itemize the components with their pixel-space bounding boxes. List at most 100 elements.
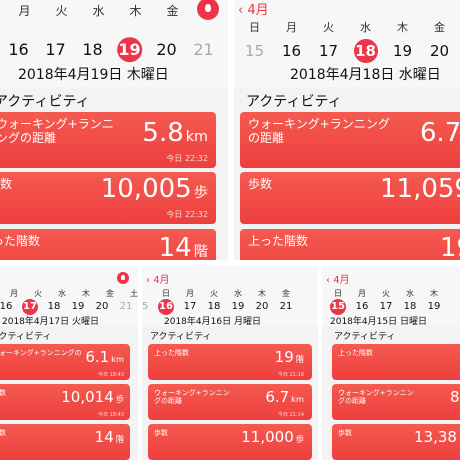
day-18[interactable]: 18 [47, 301, 61, 312]
weekday-row: 月 火 水 木 金 [6, 2, 191, 19]
weekday-label: 木 [82, 289, 90, 298]
day-16[interactable]: 16 [281, 42, 302, 60]
weekday-label: 金 [282, 289, 290, 298]
day-15[interactable]: 15 [142, 301, 149, 312]
steps-card[interactable]: 歩数 13,38 [332, 424, 460, 460]
distance-card[interactable]: ウォーキング+ランニングの距離 5.8 km 今日 22:32 [0, 112, 216, 168]
weekday-label: 金 [434, 21, 445, 34]
card-label: ウォーキング+ランニングの距離 [338, 389, 414, 406]
floors-card[interactable]: 上った階数 19 [240, 229, 460, 260]
section-title: アクティビティ [246, 94, 342, 110]
card-value: 13,38 [414, 428, 457, 446]
card-timestamp: 今日 22:32 [166, 210, 208, 219]
floors-card[interactable]: 上った階数 19 階 今日 21:16 [148, 344, 312, 380]
day-18[interactable]: 18 [207, 301, 221, 312]
day-19[interactable]: 19 [392, 42, 413, 60]
weekday-label: 水 [234, 289, 242, 298]
steps-card[interactable]: 歩数 11,000 歩 [148, 424, 312, 460]
card-label: 上った階数 [248, 234, 309, 248]
day-16[interactable]: 16 [0, 301, 13, 312]
weekday-label: 日 [249, 21, 260, 34]
floors-card[interactable]: 上った階数 14階 [0, 229, 216, 260]
card-value: 19 [440, 233, 460, 260]
day-21[interactable]: 21 [193, 40, 214, 59]
day-17[interactable]: 17 [45, 40, 66, 59]
card-label: 歩数 [338, 429, 352, 437]
card-timestamp: 今日 18:43 [98, 412, 124, 418]
back-button[interactable]: ‹ 4月 [146, 275, 170, 286]
day-row: 15 16 17 18 19 [326, 301, 446, 312]
floors-card[interactable]: 上った階数 [332, 344, 460, 380]
day-16[interactable]: 16 [355, 301, 369, 312]
day-18-selected[interactable]: 18 [347, 42, 384, 60]
card-value: 8 [450, 388, 460, 406]
weekday-row: 日 月 火 水 木 金 [154, 288, 298, 299]
card-value: 6.7 km [265, 388, 304, 406]
calendar-header [0, 266, 138, 326]
card-timestamp: 今日 22:32 [166, 154, 208, 163]
weekday-row: 日 月 火 水 木 金 [236, 19, 458, 35]
day-20[interactable]: 20 [255, 301, 269, 312]
card-label: 上った階数 [154, 349, 189, 357]
day-20[interactable]: 20 [95, 301, 109, 312]
day-17[interactable]: 17 [379, 301, 393, 312]
day-21[interactable]: 21 [119, 301, 133, 312]
day-21[interactable]: 21 [279, 301, 293, 312]
day-15-selected[interactable]: 15 [326, 301, 350, 312]
day-18[interactable]: 18 [403, 301, 417, 312]
profile-icon[interactable] [117, 272, 129, 284]
weekday-label: 火 [323, 21, 334, 34]
weekday-label: 日 [334, 289, 342, 298]
weekday-label: 木 [129, 4, 142, 18]
floors-card[interactable]: 階数 14階 [0, 424, 130, 460]
weekday-row: 月 火 水 木 金 土 [2, 288, 138, 299]
card-value: 10,005 歩 [100, 174, 208, 204]
card-timestamp: 今日 18:43 [98, 372, 124, 378]
steps-card[interactable]: 歩数 11,059 [240, 172, 460, 224]
section-title: アクティビティ [334, 332, 396, 342]
day-19[interactable]: 19 [71, 301, 85, 312]
distance-card[interactable]: ウォーキング+ランニングの距離 6.7 km 今日 21:14 [148, 384, 312, 420]
card-label: 歩数 [0, 389, 6, 397]
day-16[interactable]: 16 [8, 40, 29, 59]
day-17-selected[interactable]: 17 [18, 301, 42, 312]
day-20[interactable]: 20 [156, 40, 177, 59]
calendar-header [322, 266, 460, 326]
day-row: 16 17 18 19 20 21 [0, 40, 222, 59]
card-value: 14 階 [158, 233, 208, 260]
day-19[interactable]: 19 [231, 301, 245, 312]
weekday-label: 土 [130, 289, 138, 298]
card-value: 14 階 [94, 428, 124, 446]
day-row: 16 17 18 19 20 21 [0, 301, 138, 312]
selected-date: 2018年4月19日 木曜日 [18, 67, 169, 83]
day-19-selected[interactable]: 19 [111, 40, 148, 59]
weekday-label: 水 [92, 4, 105, 18]
back-button[interactable]: ‹ 4月 [238, 3, 269, 18]
profile-icon[interactable] [197, 0, 219, 20]
distance-card[interactable]: ウォーキング+ランニングの 6.1 km 今日 18:43 [0, 344, 130, 380]
card-label: ウォーキング+ランニングの距離 [0, 117, 114, 145]
distance-card[interactable]: ウォーキング+ランニングの距離 6.7 [240, 112, 460, 168]
card-value: 11,059 [380, 174, 460, 204]
weekday-label: 月 [18, 4, 31, 18]
day-16-selected[interactable]: 16 [154, 301, 178, 312]
day-18[interactable]: 18 [82, 40, 103, 59]
weekday-label: 火 [55, 4, 68, 18]
selected-date: 2018年4月15日 日曜日 [330, 317, 427, 327]
day-20[interactable]: 20 [429, 42, 450, 60]
back-button[interactable]: ‹ 4月 [326, 275, 350, 286]
day-19[interactable]: 19 [427, 301, 441, 312]
section-title: アクティビティ [150, 332, 212, 342]
card-value: 6.7 [420, 118, 460, 148]
selected-date: 2018年4月16日 月曜日 [164, 317, 261, 327]
panel-apr-16: ‹ 4月 日 月 火 水 木 金 15 16 17 18 19 20 21 20… [142, 266, 318, 460]
card-label: 上った階数 [0, 234, 41, 248]
day-15[interactable]: 15 [244, 42, 265, 60]
distance-card[interactable]: ウォーキング+ランニングの距離 8 [332, 384, 460, 420]
card-value: 11,000 歩 [241, 428, 304, 446]
day-17[interactable]: 17 [183, 301, 197, 312]
section-title: アクティビティ [0, 332, 52, 342]
day-17[interactable]: 17 [318, 42, 339, 60]
